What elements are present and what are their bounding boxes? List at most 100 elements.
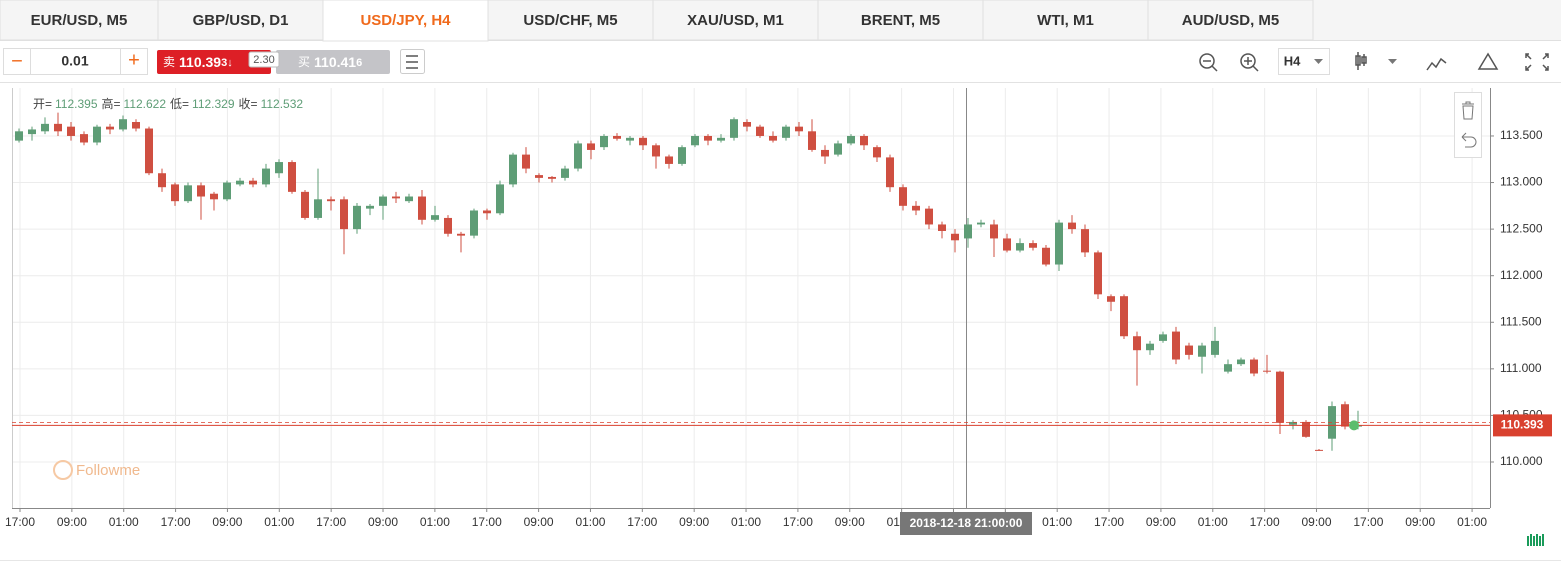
x-tick-label: 09:00 [524,515,554,529]
tab-label[interactable]: GBP/USD, D1 [193,12,289,29]
drawing[interactable] [1477,52,1499,70]
x-tick-label: 17:00 [1250,515,1280,529]
candle-body [236,180,244,185]
current-dot [1349,420,1359,431]
candle-body [483,210,491,214]
candle-body [223,182,231,200]
candle-body [847,135,855,144]
tab-label[interactable]: BRENT, M5 [861,12,940,29]
tab-label[interactable]: WTI, M1 [1037,12,1094,29]
candle-body [106,126,114,130]
zoom-out[interactable] [1199,53,1215,69]
indicators[interactable] [1426,57,1447,71]
fullscreen[interactable] [1525,53,1549,71]
candle-body [1315,449,1323,451]
candle-body [691,135,699,146]
candle-body [54,123,62,132]
lot-minus[interactable]: − [11,50,23,72]
candle-body [990,224,998,239]
candle-body [444,217,452,234]
candle-body [249,180,257,185]
sell-pip: 3 [221,57,227,69]
x-tick-label: 17:00 [472,515,502,529]
candle-body [1029,243,1037,248]
x-tick-label: 09:00 [1301,515,1331,529]
candle-body [470,210,478,236]
candle-body [1224,364,1232,372]
candle-body [834,143,842,155]
candle-body [912,205,920,211]
candle-body [158,173,166,188]
tab[interactable] [0,0,159,41]
buy-button[interactable] [276,50,390,74]
candle-body [1172,331,1180,360]
candle-body [821,149,829,157]
tab[interactable] [487,0,654,41]
candle-body [1094,252,1102,295]
price-label: 110.393 [1501,418,1544,432]
ohlc-value: 112.532 [261,97,304,111]
lot-plus[interactable]: + [128,49,140,71]
sell-text[interactable]: 卖 110.393↓ [163,54,233,70]
tab-label[interactable]: USD/CHF, M5 [523,12,617,29]
ohlc-legend: 开= 112.395 高= 112.622 低= 112.329 收= 112.532 [33,96,303,111]
candle-body [938,224,946,231]
candle-body [262,168,270,185]
undo-tool[interactable] [1461,132,1477,148]
lot-input[interactable]: 0.01 [61,53,88,69]
candle-body [977,222,985,225]
tab-label[interactable]: EUR/USD, M5 [31,12,128,29]
candle-body [392,196,400,199]
delete-tool[interactable] [1462,101,1474,120]
candle-body [353,205,361,230]
candle-body [15,131,23,141]
y-tick-label: 112.500 [1500,221,1543,235]
tab[interactable] [1147,0,1314,41]
sell-arrow: ↓ [227,57,233,69]
candle-body [548,176,556,179]
candle-body [1146,343,1154,351]
y-tick-label: 110.000 [1500,454,1543,468]
candle-body [886,157,894,188]
candle-body [1042,247,1050,265]
candle-body [1055,222,1063,265]
tab[interactable] [817,0,984,41]
candle-body [795,126,803,132]
sell-button[interactable] [157,50,271,74]
x-tick-label: 01:00 [575,515,605,529]
tab[interactable] [322,0,489,42]
y-tick-label: 113.500 [1500,128,1543,142]
candle-body [626,137,634,141]
lot-box [3,48,148,75]
candle-body [1016,243,1024,251]
crosshair-label-bg [900,512,1032,535]
tab-label[interactable]: USD/JPY, H4 [360,12,451,29]
tab-label[interactable]: AUD/USD, M5 [1182,12,1280,29]
zoom-in[interactable] [1240,53,1256,69]
candle-body [184,185,192,202]
ohlc-value: 112.395 [55,97,98,111]
candle-body [80,134,88,143]
candle-body [93,126,101,143]
chart-type[interactable] [1355,52,1367,70]
candle-body [41,123,49,132]
candle-body [1263,370,1271,372]
buy-text[interactable]: 买 110.416 [298,54,362,70]
x-tick-label: 17:00 [627,515,657,529]
x-tick-label: 01:00 [1042,515,1072,529]
candle-body [210,193,218,200]
ohlc-value: 112.622 [124,97,167,111]
tab[interactable] [982,0,1149,41]
candle-body [314,199,322,218]
candle-body [431,215,439,220]
candle-body [197,185,205,197]
x-tick-label: 17:00 [1094,515,1124,529]
candle-body [28,129,36,135]
candle-body [145,128,153,174]
x-tick-label: 09:00 [57,515,87,529]
tab-label[interactable]: XAU/USD, M1 [687,12,784,29]
candle-body [1211,340,1219,355]
timeframe-select[interactable] [1278,48,1330,75]
